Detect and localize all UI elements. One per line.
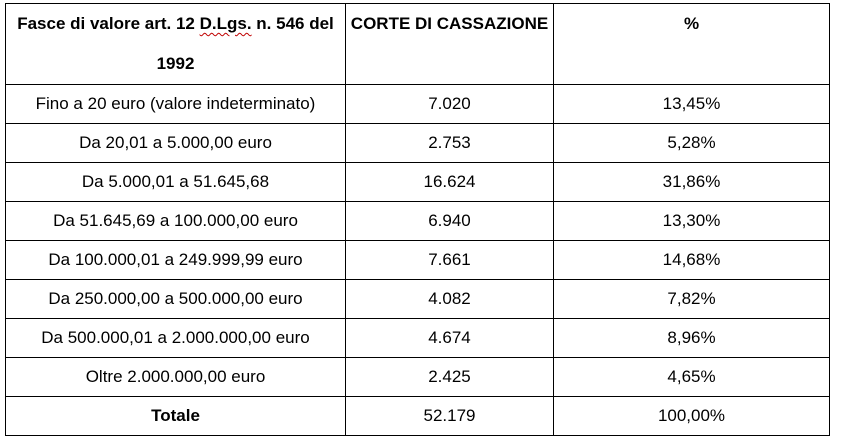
header-value-bands-pre: Fasce di valore art. 12 [17,14,200,33]
table-row: Da 500.000,01 a 2.000.000,00 euro 4.674 … [5,318,830,358]
total-percent: 100,00% [553,396,830,436]
row-percent: 14,68% [553,240,830,280]
row-count: 7.661 [345,240,554,280]
row-percent: 13,30% [553,201,830,241]
header-court: CORTE DI CASSAZIONE [345,3,554,85]
row-range: Fino a 20 euro (valore indeterminato) [5,84,346,124]
row-count: 4.082 [345,279,554,319]
header-value-bands: Fasce di valore art. 12 D.Lgs. n. 546 de… [5,3,346,85]
row-range: Da 100.000,01 a 249.999,99 euro [5,240,346,280]
header-value-bands-dlgs: D.Lgs. [199,14,252,33]
row-range: Da 51.645,69 a 100.000,00 euro [5,201,346,241]
row-percent: 5,28% [553,123,830,163]
header-value-bands-post: n. 546 del 1992 [156,14,334,73]
total-row: Totale 52.179 100,00% [5,396,830,436]
total-count: 52.179 [345,396,554,436]
row-range: Da 250.000,00 a 500.000,00 euro [5,279,346,319]
table-row: Da 51.645,69 a 100.000,00 euro 6.940 13,… [5,201,830,241]
header-row: Fasce di valore art. 12 D.Lgs. n. 546 de… [5,3,830,85]
row-range: Oltre 2.000.000,00 euro [5,357,346,397]
row-percent: 31,86% [553,162,830,202]
row-range: Da 20,01 a 5.000,00 euro [5,123,346,163]
row-count: 6.940 [345,201,554,241]
table-row: Da 20,01 a 5.000,00 euro 2.753 5,28% [5,123,830,163]
table-row: Oltre 2.000.000,00 euro 2.425 4,65% [5,357,830,397]
row-percent: 7,82% [553,279,830,319]
row-percent: 13,45% [553,84,830,124]
row-range: Da 5.000,01 a 51.645,68 [5,162,346,202]
table-row: Da 5.000,01 a 51.645,68 16.624 31,86% [5,162,830,202]
table-row: Da 250.000,00 a 500.000,00 euro 4.082 7,… [5,279,830,319]
row-count: 2.753 [345,123,554,163]
header-percent: % [553,3,830,85]
table-row: Fino a 20 euro (valore indeterminato) 7.… [5,84,830,124]
row-count: 2.425 [345,357,554,397]
total-label: Totale [5,396,346,436]
row-range: Da 500.000,01 a 2.000.000,00 euro [5,318,346,358]
table-row: Da 100.000,01 a 249.999,99 euro 7.661 14… [5,240,830,280]
row-percent: 8,96% [553,318,830,358]
row-count: 16.624 [345,162,554,202]
row-count: 4.674 [345,318,554,358]
row-count: 7.020 [345,84,554,124]
row-percent: 4,65% [553,357,830,397]
value-bands-table: Fasce di valore art. 12 D.Lgs. n. 546 de… [5,3,830,436]
